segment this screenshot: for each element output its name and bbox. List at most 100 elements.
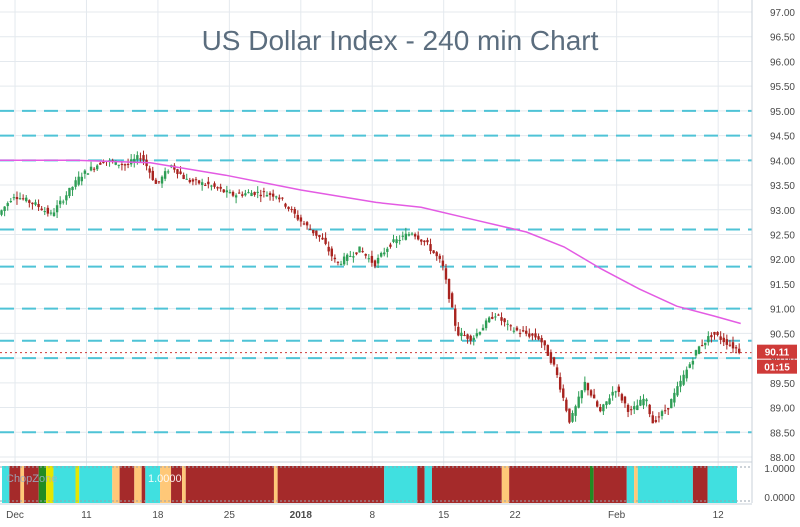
candle-body [478, 332, 482, 335]
candle-body [179, 171, 182, 174]
candle-body [435, 252, 438, 257]
levels [0, 109, 752, 434]
x-tick-label: 12 [713, 510, 725, 521]
price-badge [757, 344, 797, 359]
candle-body [558, 377, 562, 390]
candle-body [275, 196, 278, 198]
candle-body [191, 179, 195, 182]
candle-body [216, 187, 219, 189]
candle-body [611, 391, 614, 396]
candle-body [540, 337, 543, 343]
candle-body [333, 257, 337, 260]
y-tick-label: 92.00 [770, 255, 795, 266]
indicator-bar [593, 466, 627, 503]
candle-body [648, 404, 651, 415]
candle-body [256, 191, 259, 193]
candle-body [596, 401, 599, 407]
candle-body [148, 168, 151, 173]
candle-body [18, 198, 22, 200]
candle-body [562, 388, 565, 398]
candle-body [691, 360, 695, 365]
y-tick-label: 90.50 [770, 329, 795, 340]
candle-body [77, 176, 80, 185]
candle-body [577, 396, 580, 408]
candle-body [491, 316, 494, 319]
candle-body [321, 237, 324, 240]
candle-body [225, 190, 229, 193]
x-tick-label: 11 [81, 510, 92, 521]
candle-body [293, 209, 296, 214]
indicator-bar [501, 466, 510, 503]
indicator-bar [112, 466, 120, 503]
candles [0, 150, 741, 424]
x-axis: Dec 11 18 25 2018 8 15 22 Feb 12 [0, 503, 752, 521]
candle-body [694, 350, 698, 356]
candle-body [0, 210, 3, 215]
candle-body [167, 171, 170, 173]
indicator-bar [424, 466, 432, 503]
candle-body [633, 406, 636, 410]
candle-body [679, 380, 682, 387]
indicator-bar [637, 466, 693, 503]
candle-body [194, 179, 198, 181]
indicator-bar [273, 466, 278, 503]
candle-body [722, 337, 725, 343]
candle-body [154, 179, 158, 184]
y-tick-label: 94.00 [770, 156, 795, 167]
candle-body [133, 158, 136, 163]
candle-body [509, 325, 512, 327]
candle-body [432, 250, 435, 254]
candle-body [614, 391, 617, 393]
candle-body [296, 214, 300, 220]
candle-body [182, 174, 185, 179]
candle-body [188, 179, 192, 183]
candle-body [352, 256, 355, 258]
candle-body [620, 394, 624, 401]
x-tick-label: 22 [510, 510, 522, 521]
candle-body [398, 240, 401, 242]
candle-body [52, 212, 56, 217]
candle-body [626, 404, 630, 412]
grid [0, 0, 752, 503]
candle-body [346, 254, 349, 261]
candle-body [12, 197, 16, 199]
candle-body [707, 336, 710, 343]
candle-body [719, 336, 722, 340]
candle-body [55, 205, 59, 213]
indicator-bar [119, 466, 135, 503]
candle-body [543, 340, 546, 346]
candle-body [704, 342, 707, 346]
candle-body [308, 228, 312, 230]
candle-body [636, 405, 639, 411]
price-badges: 90.11 01:15 [757, 344, 797, 374]
candle-body [117, 164, 121, 166]
candle-body [49, 212, 53, 214]
indicator-bar [277, 466, 385, 503]
candle-body [342, 256, 346, 265]
candle-body [682, 374, 685, 385]
candle-body [173, 165, 176, 170]
candle-body [617, 386, 621, 392]
chart-title: US Dollar Index - 240 min Chart [202, 25, 599, 56]
x-tick-label: 8 [369, 510, 375, 521]
candle-body [416, 235, 420, 240]
candle-body [423, 240, 426, 243]
candle-body [454, 308, 457, 326]
candle-body [120, 163, 124, 166]
candle-body [731, 342, 735, 349]
indicator-bar [141, 466, 146, 503]
candle-body [65, 195, 68, 201]
candle-body [469, 335, 472, 341]
candle-body [589, 390, 593, 396]
y-tick-label: 94.50 [770, 132, 795, 143]
candle-body [142, 155, 145, 161]
candle-body [487, 317, 491, 323]
candle-body [623, 396, 627, 404]
candle-body [62, 201, 65, 203]
candle-body [361, 251, 364, 253]
candle-body [728, 344, 732, 346]
indicator-bar [20, 466, 25, 503]
candle-body [528, 333, 531, 337]
y-tick-label: 91.00 [770, 305, 795, 316]
